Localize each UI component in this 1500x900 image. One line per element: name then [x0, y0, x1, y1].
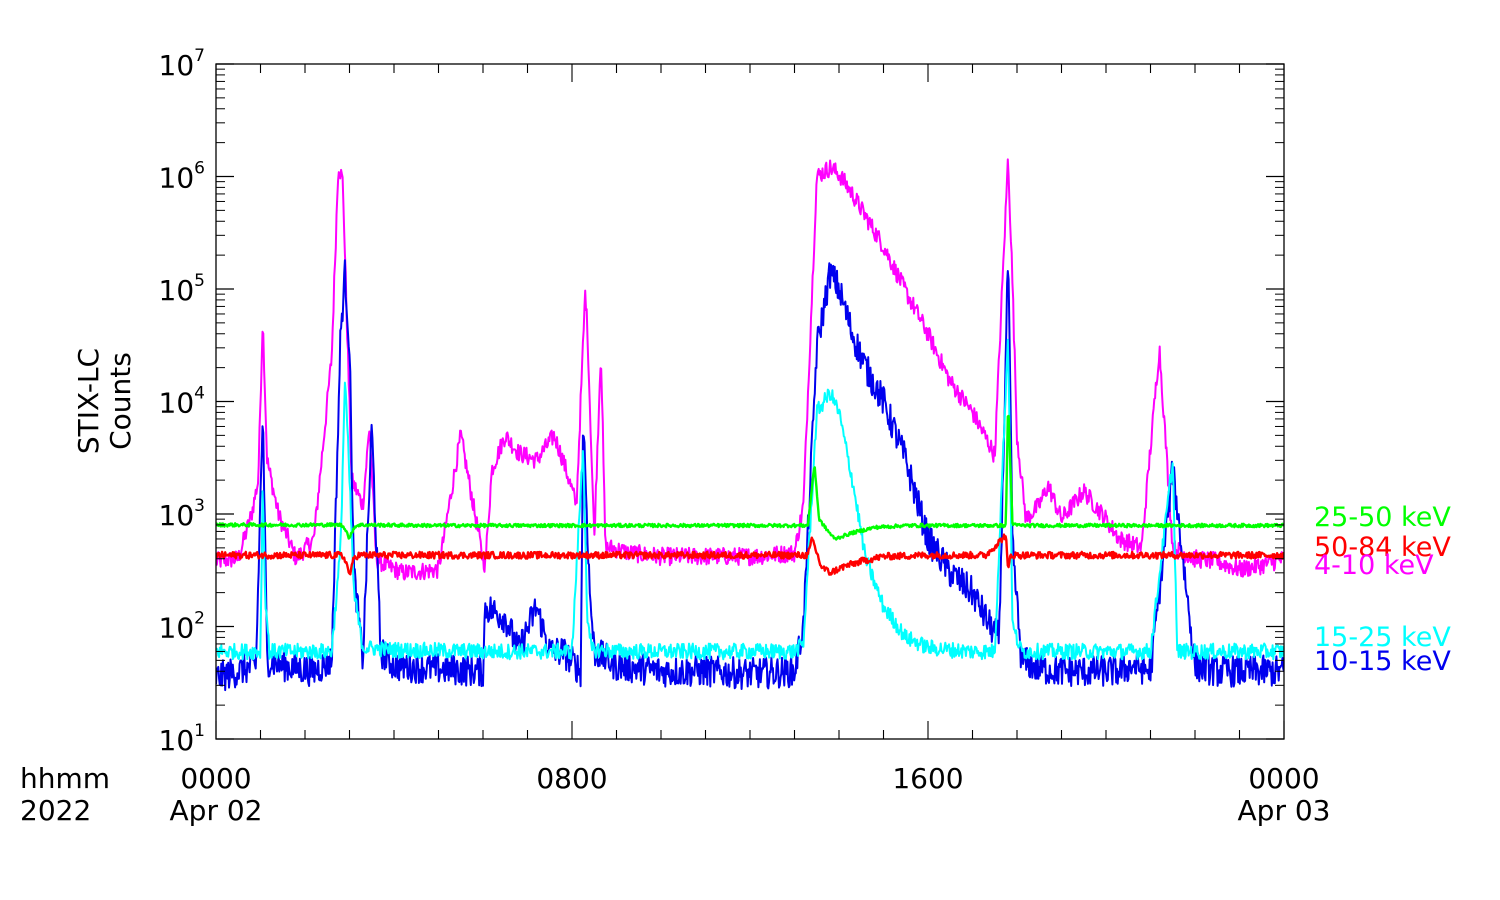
y-axis-label-line1: STIX-LC [72, 348, 105, 454]
series-line-10-15-kev [216, 259, 1284, 692]
legend-label-10-15-kev: 10-15 keV [1314, 646, 1451, 677]
y-tick-label: 106 [159, 159, 205, 195]
y-axis-label-line2: Counts [104, 352, 137, 450]
y-tick-label: 103 [159, 496, 205, 532]
series-line-50-84-kev [216, 533, 1284, 576]
x-tick-label: 0800 [536, 762, 607, 795]
y-axis-label: STIX-LC Counts [72, 348, 137, 454]
x-tick-label: 0000 [180, 762, 251, 795]
series-layer [216, 158, 1284, 692]
x-tick-label: 1600 [892, 762, 963, 795]
y-tick-label: 107 [159, 46, 205, 82]
legend-label-50-84-kev: 50-84 keV [1314, 532, 1451, 563]
x-tick-date-label: Apr 02 [170, 794, 263, 827]
x-axis-unit-label: hhmm [20, 762, 110, 795]
y-tick-label: 105 [159, 271, 205, 307]
x-axis-year-label: 2022 [20, 794, 91, 827]
series-line-25-50-kev [216, 414, 1284, 541]
x-axis-corner-label: hhmm 2022 [20, 762, 110, 827]
legend-label-4-10-kev: 4-10 keV [1314, 550, 1434, 581]
plot-frame [215, 63, 1285, 740]
x-tick-date-label: Apr 03 [1238, 794, 1331, 827]
x-tick-label: 0000 [1248, 762, 1319, 795]
y-tick-label: 102 [159, 609, 205, 645]
y-tick-label: 104 [159, 384, 205, 420]
legend-label-15-25-kev: 15-25 keV [1314, 622, 1451, 653]
series-line-4-10-kev [216, 158, 1284, 581]
series-line-15-25-kev [216, 338, 1284, 661]
y-tick-label: 101 [159, 721, 205, 757]
legend-label-25-50-kev: 25-50 keV [1314, 502, 1451, 533]
